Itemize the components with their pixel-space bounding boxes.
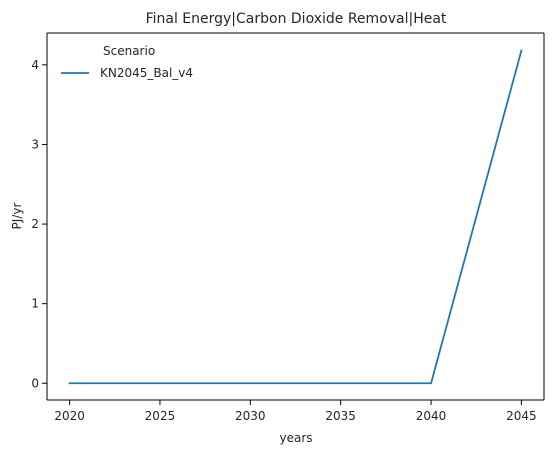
series-line-0 xyxy=(68,49,523,385)
x-tick-label: 2035 xyxy=(325,409,356,423)
x-tick-label: 2045 xyxy=(506,409,537,423)
x-tick-label: 2040 xyxy=(416,409,447,423)
y-axis-label: PJ/yr xyxy=(10,203,24,230)
chart-title: Final Energy|Carbon Dioxide Removal|Heat xyxy=(146,11,447,27)
y-tick-label: 4 xyxy=(31,58,39,72)
plot-frame xyxy=(46,32,545,401)
x-tick-label: 2030 xyxy=(235,409,266,423)
y-tick-label: 1 xyxy=(31,297,39,311)
y-axis-ticks: 0 1 2 3 4 xyxy=(31,58,47,390)
y-tick-label: 2 xyxy=(31,217,39,231)
legend: Scenario KN2045_Bal_v4 xyxy=(61,44,193,80)
legend-entry-label: KN2045_Bal_v4 xyxy=(100,66,193,80)
y-tick-label: 0 xyxy=(31,376,39,390)
x-axis-ticks: 2020 2025 2030 2035 2040 2045 xyxy=(54,400,537,423)
legend-title: Scenario xyxy=(103,44,155,58)
x-axis-label: years xyxy=(279,431,312,445)
x-tick-label: 2025 xyxy=(145,409,176,423)
x-tick-label: 2020 xyxy=(54,409,85,423)
plot-area xyxy=(47,33,544,400)
series-layer xyxy=(68,49,523,385)
y-tick-label: 3 xyxy=(31,137,39,151)
